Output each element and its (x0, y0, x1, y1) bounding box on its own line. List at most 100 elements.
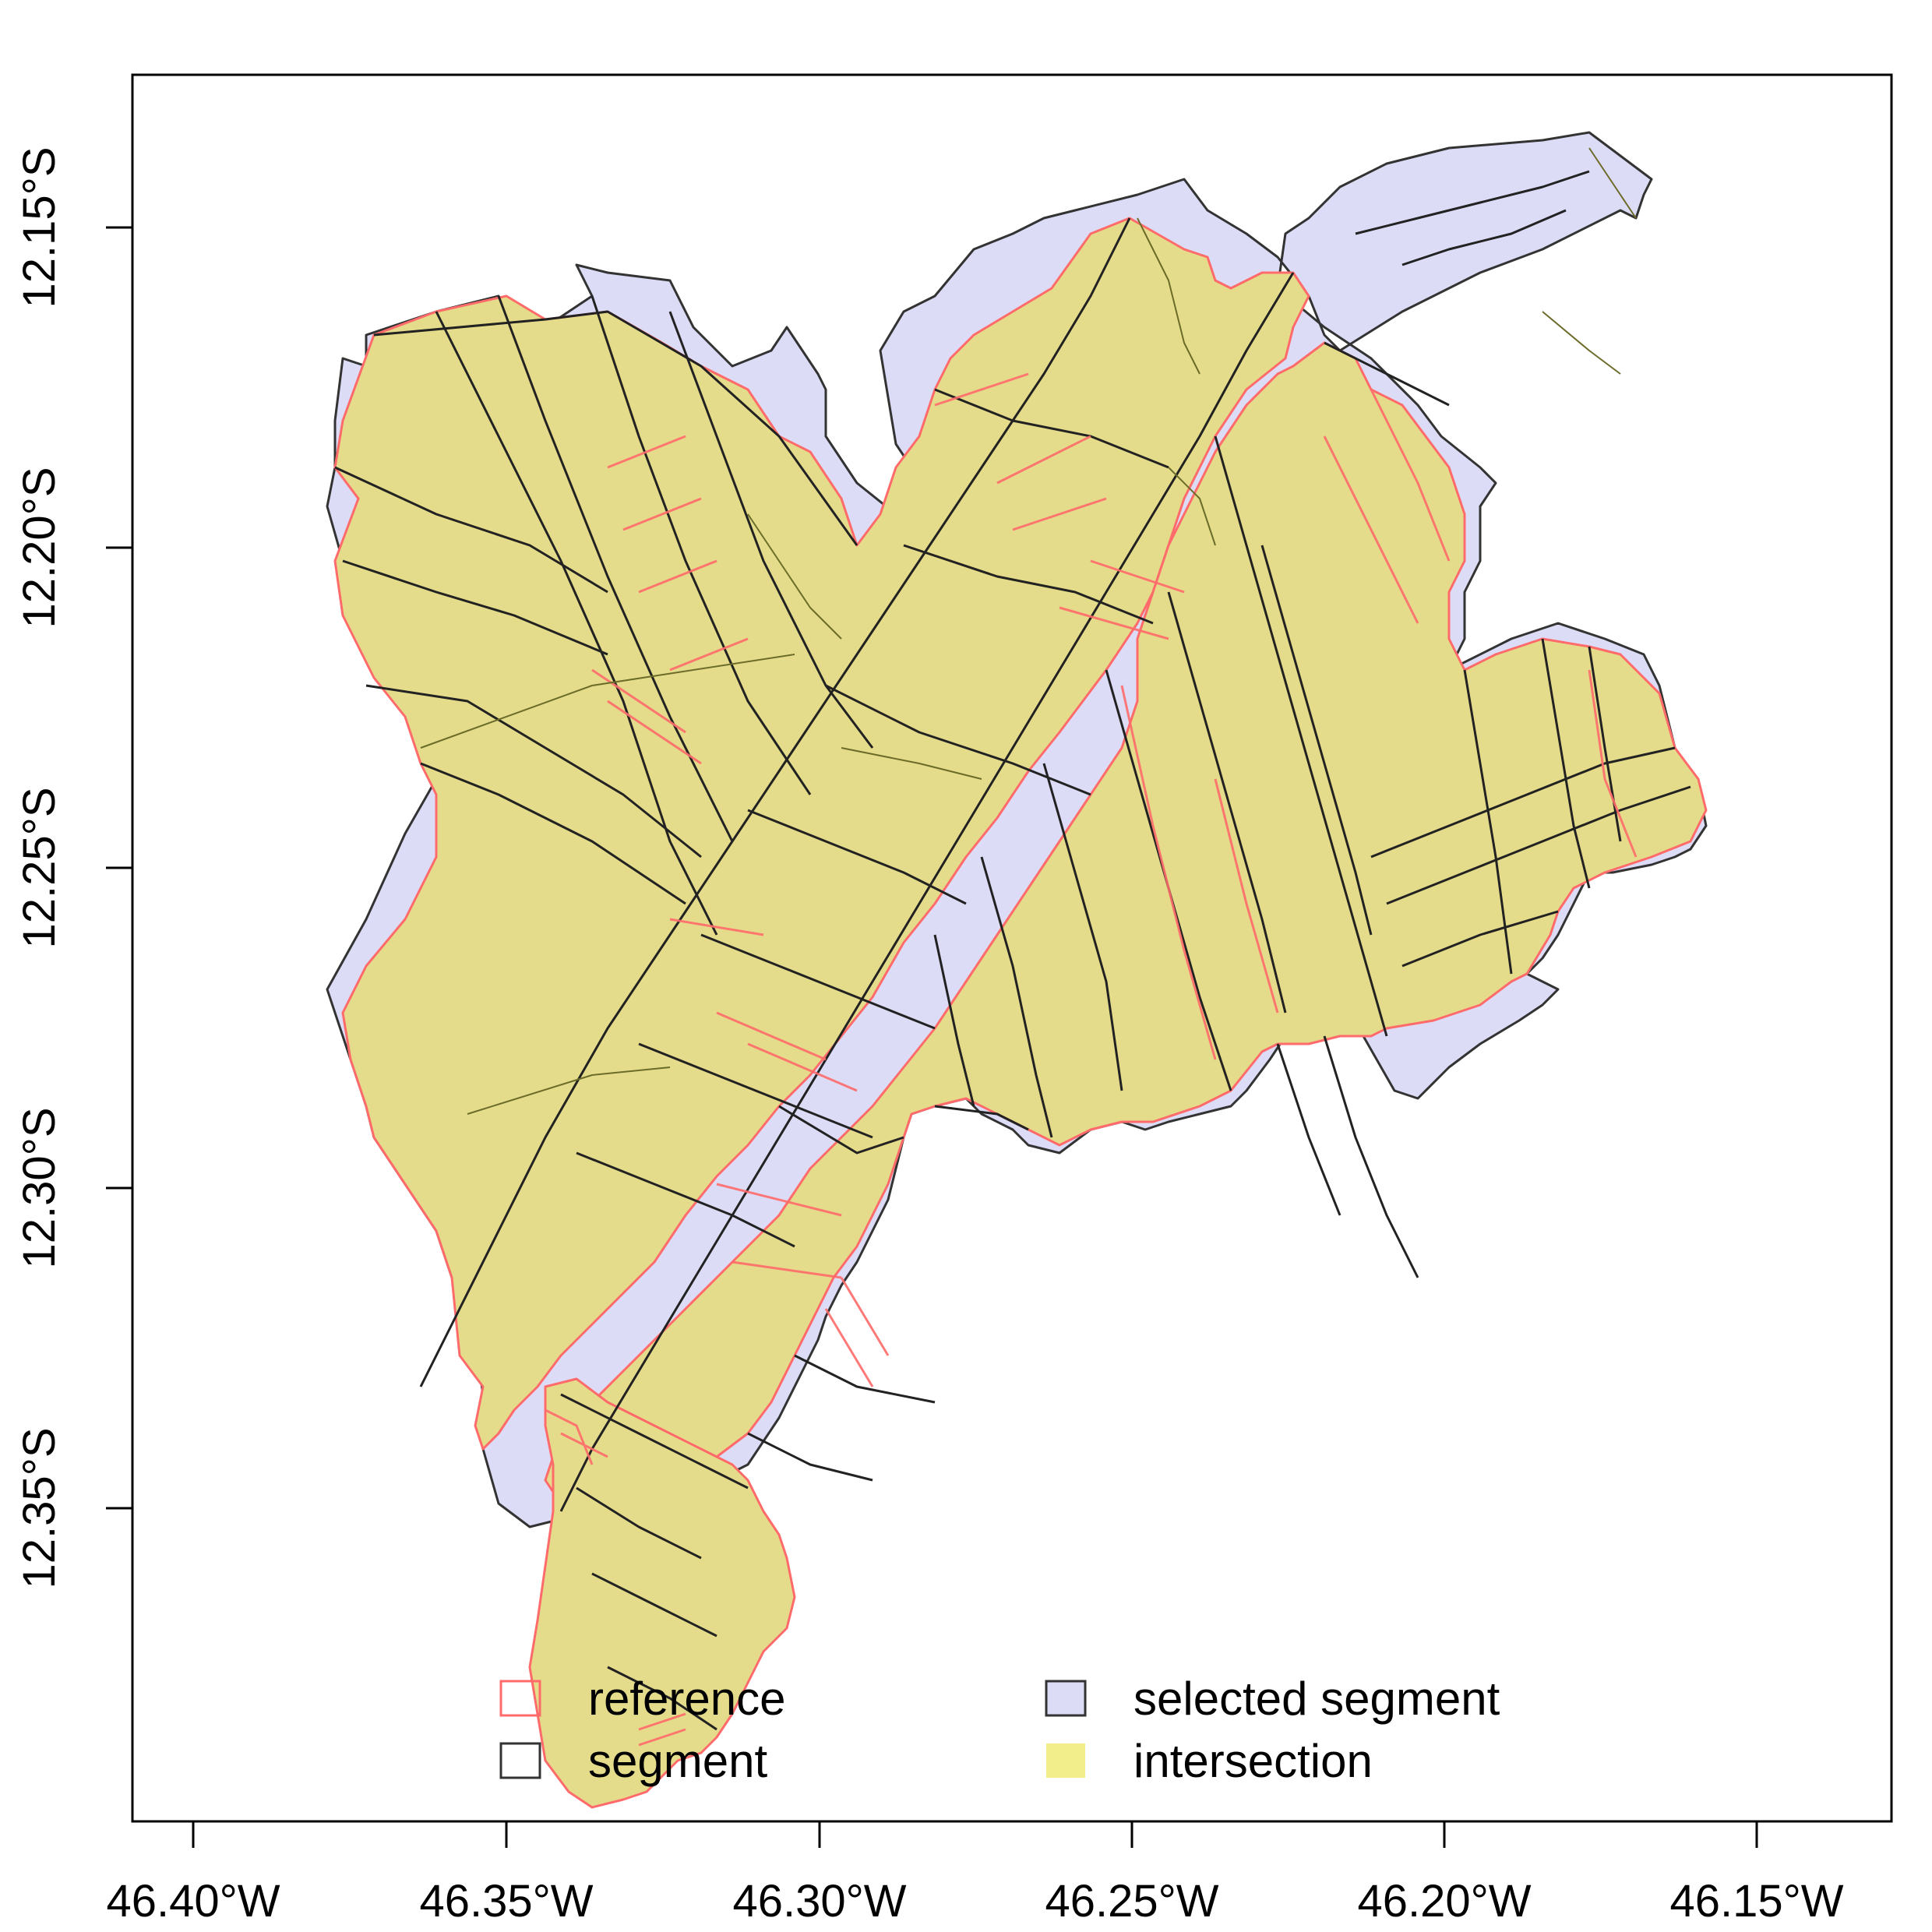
legend-label-segment: segment (588, 1735, 767, 1787)
legend-swatch-selected-segment (1045, 1680, 1087, 1717)
reference-line (1214, 778, 1279, 1014)
legend-item-segment: segment (499, 1735, 767, 1787)
segment-outline (1386, 785, 1691, 905)
reference-line (622, 497, 702, 531)
y-tick-label: 12.35°S (14, 1427, 65, 1588)
reference-line (747, 1042, 858, 1092)
x-tick-label: 46.25°W (1045, 1876, 1218, 1927)
reference-line (1120, 685, 1217, 1060)
intersection-patch-north (333, 217, 1310, 1451)
segment-outline (1588, 646, 1622, 842)
drainage-line (467, 1066, 671, 1115)
reference-line (638, 559, 717, 594)
segment-outline (576, 1151, 795, 1248)
legend-swatch-intersection (1046, 1743, 1085, 1778)
segment-outline (794, 1354, 936, 1404)
segment-outline (342, 559, 608, 656)
segment-outline (1260, 545, 1373, 936)
segment-outline (373, 310, 858, 546)
x-axis: 46.40°W 46.35°W 46.30°W 46.25°W 46.20°W … (106, 1820, 1844, 1927)
x-tick-label: 46.15°W (1669, 1876, 1843, 1927)
reference-line (607, 435, 686, 469)
y-axis: 12.15°S 12.20°S 12.25°S 12.30°S 12.35°S (14, 146, 134, 1589)
legend-label-reference: reference (588, 1673, 785, 1725)
reference-line (545, 1408, 594, 1465)
legend-item-intersection: intersection (1046, 1735, 1373, 1787)
segment-outline (934, 388, 1169, 469)
drainage-line (1168, 467, 1216, 546)
segment-outline (435, 311, 718, 936)
segment-outline (1276, 1043, 1341, 1216)
segment-outline (497, 295, 734, 842)
segment-outline (1323, 1035, 1419, 1278)
legend-swatch-reference (499, 1680, 541, 1717)
legend-swatch-segment (499, 1742, 541, 1779)
reference-line (996, 435, 1091, 485)
reference-line (1059, 606, 1169, 640)
reference-line (591, 668, 686, 734)
reference-line (1370, 389, 1451, 562)
segment-outline (591, 1572, 717, 1638)
reference-line (607, 700, 702, 765)
x-tick-label: 46.20°W (1357, 1876, 1531, 1927)
y-ticks (106, 226, 132, 1510)
segment-outline (778, 1105, 904, 1155)
drainage-line (841, 747, 982, 780)
x-tick-label: 46.30°W (732, 1876, 906, 1927)
drainage-line (1588, 147, 1637, 219)
segment-outline (560, 1393, 749, 1490)
reference-line (1090, 559, 1185, 594)
segment-outline (419, 217, 1131, 1387)
segment-outline (1463, 669, 1513, 975)
reference-layer (545, 372, 1638, 1747)
segment-outline (638, 1042, 873, 1139)
legend-item-reference: reference (499, 1673, 785, 1725)
reference-line (934, 372, 1029, 407)
segment-outline (1042, 763, 1123, 1091)
y-tick-label: 12.25°S (14, 787, 65, 948)
segment-outline (1541, 638, 1591, 889)
x-tick-label: 46.35°W (419, 1876, 593, 1927)
segment-outline (334, 466, 608, 594)
reference-line (669, 637, 749, 672)
reference-line (638, 1728, 686, 1747)
reference-line (824, 1308, 874, 1387)
y-tick-label: 12.30°S (14, 1107, 65, 1268)
segment-outline (825, 684, 1091, 796)
segment-outline (1370, 746, 1676, 858)
segment-outline (420, 762, 686, 905)
reference-line (1012, 497, 1107, 531)
segment-outline (576, 1486, 702, 1560)
segment-outline (1167, 591, 1287, 1014)
drainage-layer (420, 147, 1637, 1115)
drainage-line (1137, 217, 1200, 375)
segment-outline (980, 856, 1053, 1138)
segment-outline (365, 684, 702, 858)
y-tick-label: 12.20°S (14, 467, 65, 628)
segment-outline (747, 1432, 873, 1482)
y-tick-label: 12.15°S (14, 146, 65, 308)
reference-line (732, 1260, 842, 1279)
legend-item-selected-segment: selected segment (1045, 1673, 1500, 1725)
reference-line (638, 1712, 686, 1731)
map-area (326, 131, 1708, 1809)
segment-outline (933, 934, 975, 1107)
segment-outline (903, 544, 1154, 625)
segment-outline (700, 933, 936, 1030)
reference-line (716, 1183, 842, 1217)
reference-line (716, 1011, 827, 1061)
segment-outline (747, 809, 967, 905)
reference-line (1588, 669, 1638, 858)
segment-outline (559, 272, 1295, 1512)
reference-line (840, 1277, 890, 1356)
legend-label-selected-segment: selected segment (1133, 1673, 1500, 1725)
segment-outline (1401, 209, 1567, 266)
drainage-line (747, 513, 842, 640)
reference-line (1323, 435, 1419, 624)
segment-outline (591, 295, 812, 795)
x-tick-label: 46.40°W (106, 1876, 280, 1927)
drainage-line (1542, 311, 1621, 375)
segment-outline (607, 1666, 717, 1731)
intersection-patch-south (528, 1377, 796, 1809)
